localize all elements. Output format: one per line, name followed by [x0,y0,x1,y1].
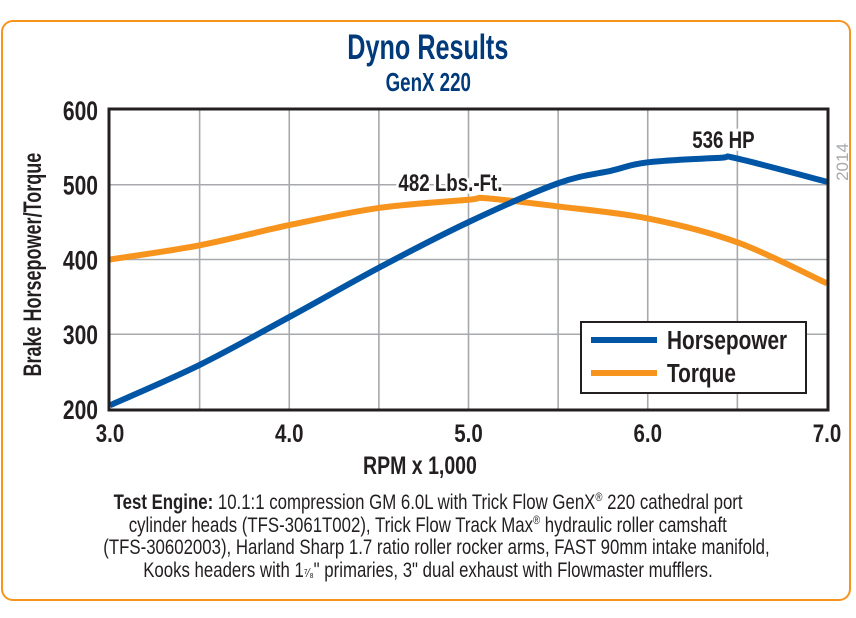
notes-line-3: (TFS-30602003), Harland Sharp 1.7 ratio … [20,536,836,560]
x-axis-label-text: RPM x 1,000 [363,452,477,480]
notes-line-2a-text: cylinder heads (TFS-3061T002), Trick Flo… [128,513,534,537]
y-tick-label: 600 [63,97,98,127]
annotations: 536 HP 482 Lbs.-Ft. [396,124,758,199]
fraction-seven-eighths: ⁷⁄₈ [303,564,314,580]
year-mark-text: 2014 [833,143,852,181]
x-tick-label: 7.0 [813,419,841,447]
chart-subtitle-text: GenX 220 [385,67,471,97]
year-mark: 2014 [828,143,856,181]
series-line-horsepower [108,153,828,408]
legend: Horsepower Torque [580,321,807,394]
x-tick-label: 5.0 [454,419,482,447]
x-tick-label: 6.0 [634,419,662,447]
legend-label-horsepower: Horsepower [667,326,787,355]
x-tick-label: 4.0 [275,419,303,447]
y-tick-label: 400 [63,246,98,276]
x-axis-label: RPM x 1,000 [320,452,520,480]
notes-line-4b-text: " primaries, 3" dual exhaust with Flowma… [313,558,713,582]
annotation-peak-torque: 482 Lbs.-Ft. [398,170,502,197]
y-tick-labels: 200 300 400 500 600 [63,97,98,426]
notes-line-2: cylinder heads (TFS-3061T002), Trick Flo… [20,512,836,538]
y-tick-label: 500 [63,171,98,201]
x-tick-label: 3.0 [96,419,124,447]
plot-area-frame [107,107,830,412]
y-tick-label: 200 [63,396,98,426]
registered-mark: ® [595,490,603,504]
notes-line-4: Kooks headers with 1⁷⁄₈" primaries, 3" d… [20,558,836,585]
registered-mark: ® [533,512,541,527]
notes-line-1b-text: 220 cathedral port [602,491,743,514]
notes-line-2b-text: hydraulic roller camshaft [540,513,728,537]
notes-line-4a-text: Kooks headers with 1 [143,558,304,582]
x-tick-labels: 3.0 4.0 5.0 6.0 7.0 [96,419,841,447]
legend-box [580,321,807,394]
notes-line-1: Test Engine: 10.1:1 compression GM 6.0L … [20,490,836,515]
notes-line-3-text: (TFS-30602003), Harland Sharp 1.7 ratio … [103,536,770,559]
chart-title: Dyno Results [0,28,856,68]
series-lines [108,153,829,408]
notes-lead: Test Engine: [113,491,214,514]
notes-line-1-text: 10.1:1 compression GM 6.0L with Trick Fl… [213,491,596,514]
y-axis-label: Brake Horsepower/Torque [19,105,47,425]
chart-subtitle: GenX 220 [0,67,856,97]
chart-frame [1,20,851,601]
annotation-peak-horsepower: 536 HP [692,127,754,154]
test-engine-notes: Test Engine: 10.1:1 compression GM 6.0L … [20,490,836,585]
y-axis-label-text: Brake Horsepower/Torque [19,153,47,377]
series-line-torque [109,194,829,287]
y-tick-label: 300 [63,321,98,351]
chart-title-text: Dyno Results [347,28,509,67]
legend-label-torque: Torque [667,359,736,388]
